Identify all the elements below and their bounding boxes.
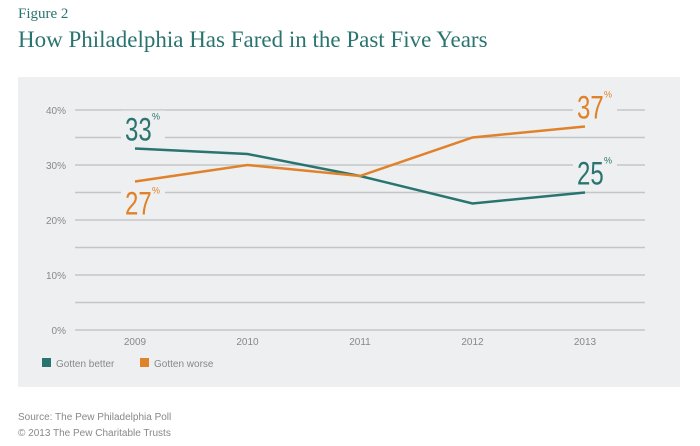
legend-label: Gotten worse [154, 359, 214, 370]
x-tick-label: 2013 [574, 337, 597, 348]
callout-unit: % [152, 112, 160, 122]
data-callout: 33 [125, 111, 152, 147]
data-callout: 37 [577, 89, 604, 125]
callout-unit: % [604, 156, 612, 166]
y-tick-label: 20% [46, 216, 66, 227]
callout-bg [573, 154, 617, 189]
callout-unit: % [604, 90, 612, 100]
x-tick-label: 2011 [349, 337, 371, 348]
series-line-worse [134, 125, 586, 183]
y-tick-label: 40% [46, 106, 66, 117]
y-tick-label: 0% [52, 326, 67, 337]
callout-bg [121, 184, 165, 219]
callout-bg [573, 88, 617, 123]
data-callout: 27 [125, 185, 152, 221]
x-tick-label: 2010 [236, 337, 259, 348]
x-tick-label: 2009 [124, 337, 147, 348]
legend-swatch [42, 358, 51, 367]
callout-unit: % [152, 186, 160, 196]
data-callout: 25 [577, 155, 604, 191]
legend-label: Gotten better [56, 359, 115, 370]
figure-label: Figure 2 [18, 6, 69, 22]
callout-bg [121, 110, 165, 145]
x-tick-label: 2012 [461, 337, 484, 348]
copyright-note: © 2013 The Pew Charitable Trusts [18, 428, 171, 439]
y-tick-label: 30% [46, 161, 66, 172]
y-tick-label: 10% [46, 271, 66, 282]
source-note: Source: The Pew Philadelphia Poll [18, 412, 172, 423]
legend-swatch [140, 358, 149, 367]
chart-title: How Philadelphia Has Fared in the Past F… [18, 27, 488, 52]
